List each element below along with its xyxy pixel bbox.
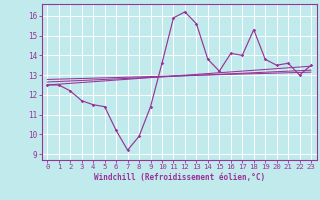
X-axis label: Windchill (Refroidissement éolien,°C): Windchill (Refroidissement éolien,°C) [94, 173, 265, 182]
